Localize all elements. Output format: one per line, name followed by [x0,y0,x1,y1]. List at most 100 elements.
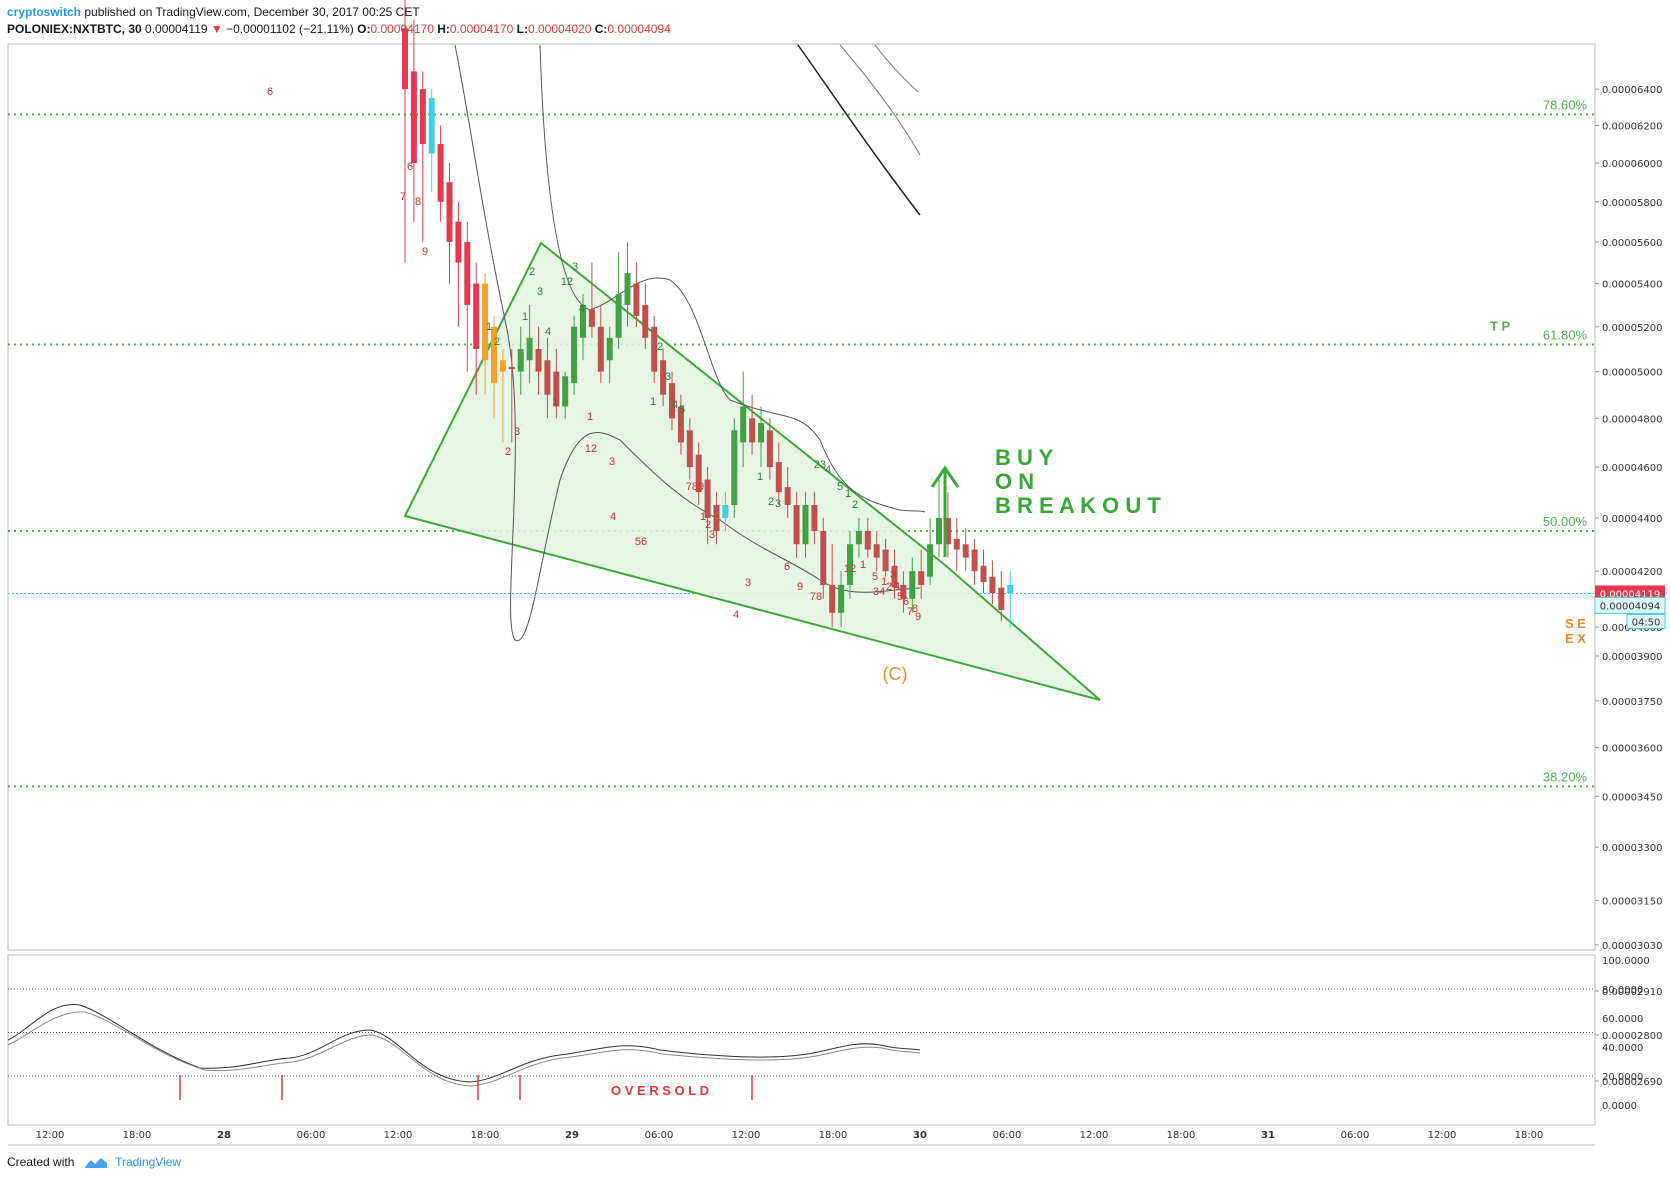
buy-on-breakout-text: B U Y [995,445,1054,470]
buy-on-breakout-text: B R E A K O U T [995,493,1161,518]
candle-body [927,544,934,577]
td-count-red: 8 [415,196,421,208]
close-price-badge-text: 0.00004094 [1600,601,1660,612]
candle-body [402,28,408,90]
time-tick-label: 12:00 [1428,1130,1457,1141]
td-count-green: 2 [657,341,663,353]
oversold-label: O V E R S O L D [611,1083,709,1098]
stoch-tick-label: 100.0000 [1602,956,1650,967]
candle-body [758,423,764,443]
candle-body [428,98,435,154]
candle-body [766,430,773,468]
td-count-red: 56 [635,536,647,548]
time-tick-label: 28 [217,1130,231,1141]
td-count-red: 9 [797,581,803,593]
td-count-green: 3 [572,261,578,273]
candle-body [526,337,533,361]
td-count-green: 4 [579,303,585,315]
tradingview-link[interactable]: TradingView [115,1155,182,1169]
candle-body [704,479,711,518]
td-count-red: 1 [552,396,558,408]
symbol-label[interactable]: POLONIEX:NXTBTC, 30 [7,22,142,36]
candle-body [437,144,444,202]
candle-body [962,544,969,558]
td-count-red: 12 [844,563,856,575]
author-link[interactable]: cryptoswitch [7,5,82,19]
sex-label: E X [1565,631,1586,646]
close-price-badge [1594,596,1666,614]
timer-badge [1626,613,1666,629]
td-count-green: 2 [768,496,774,508]
candle-body [811,504,818,532]
candle-body [517,348,524,372]
candle-body [1007,584,1014,594]
candle-body [482,283,489,361]
time-tick-label: 06:00 [645,1130,674,1141]
upper-band-curve [539,44,926,513]
candle-body [544,360,551,395]
stoch-tick-label: 0.0000 [1602,1101,1637,1112]
candle-body [713,504,720,532]
stoch-k-line [7,1003,921,1083]
grey-ma-line-1 [839,44,921,156]
tradingview-logo-icon[interactable] [84,1157,108,1169]
candle-body [731,430,738,505]
fib-level-label: 50.00% [1543,514,1588,529]
low-label: L: [516,22,528,36]
td-count-red: 789 [686,481,704,493]
candle-body [864,531,871,550]
td-count-red: 4 [894,581,900,593]
candle-body [900,584,907,599]
candle-body [749,418,756,443]
price-tick-label: 0.00005600 [1602,238,1662,249]
candle-body [909,571,916,599]
candle-body [882,549,889,572]
last-price: 0.00004119 [145,22,208,36]
candle-body [660,360,667,395]
fib-level-label: 78.60% [1543,97,1588,112]
price-tick-label: 0.00003030 [1602,941,1662,952]
candle-body [410,71,417,163]
td-count-red: 3 [745,577,751,589]
price-tick-label: 0.00005000 [1602,368,1662,379]
td-count-red: 7 [400,191,406,203]
price-tick-label: 0.00006200 [1602,121,1662,132]
created-with-text: Created with [7,1155,75,1169]
black-ma-line [797,44,921,216]
time-tick-label: 31 [1261,1130,1275,1141]
candle-body [936,517,942,545]
td-count-red: 8 [912,603,918,615]
price-tick-label: 0.00005200 [1602,323,1662,334]
time-tick-label: 18:00 [819,1130,848,1141]
price-tick-label: 0.00006400 [1602,85,1662,96]
high-label: H: [437,22,450,36]
candle-body [491,326,497,384]
candle-body [464,241,471,305]
stoch-tick-label: 80.0000 [1602,985,1643,996]
candle-body [891,565,898,588]
td-count-green: 1 [757,471,763,483]
td-count-red: 4 [733,609,739,621]
candle-body [535,348,542,372]
last-price-badge-text: 0.00004119 [1600,589,1660,600]
td-count-red: 1 [860,559,866,571]
candle-body [873,544,880,558]
td-count-red: 9 [915,611,921,623]
td-count-red: 6 [784,561,790,573]
candle-body [918,571,925,585]
candle-body [446,182,453,242]
td-count-green: 4 [545,326,551,338]
td-count-red: 6 [903,596,909,608]
candle-body [686,430,693,468]
candle-body [998,587,1005,610]
td-count-green: 2 [852,499,858,511]
time-tick-label: 12:00 [732,1130,761,1141]
candle-body [669,383,675,419]
candle-body [953,538,960,550]
candle-body [944,517,951,545]
price-tick-label: 0.00004400 [1602,514,1662,525]
price-tick-label: 0.00004200 [1602,567,1662,578]
ohlc-line: POLONIEX:NXTBTC, 30 0.00004119 ▼ −0.0000… [7,21,671,38]
price-tick-label: 0.00003300 [1602,843,1662,854]
